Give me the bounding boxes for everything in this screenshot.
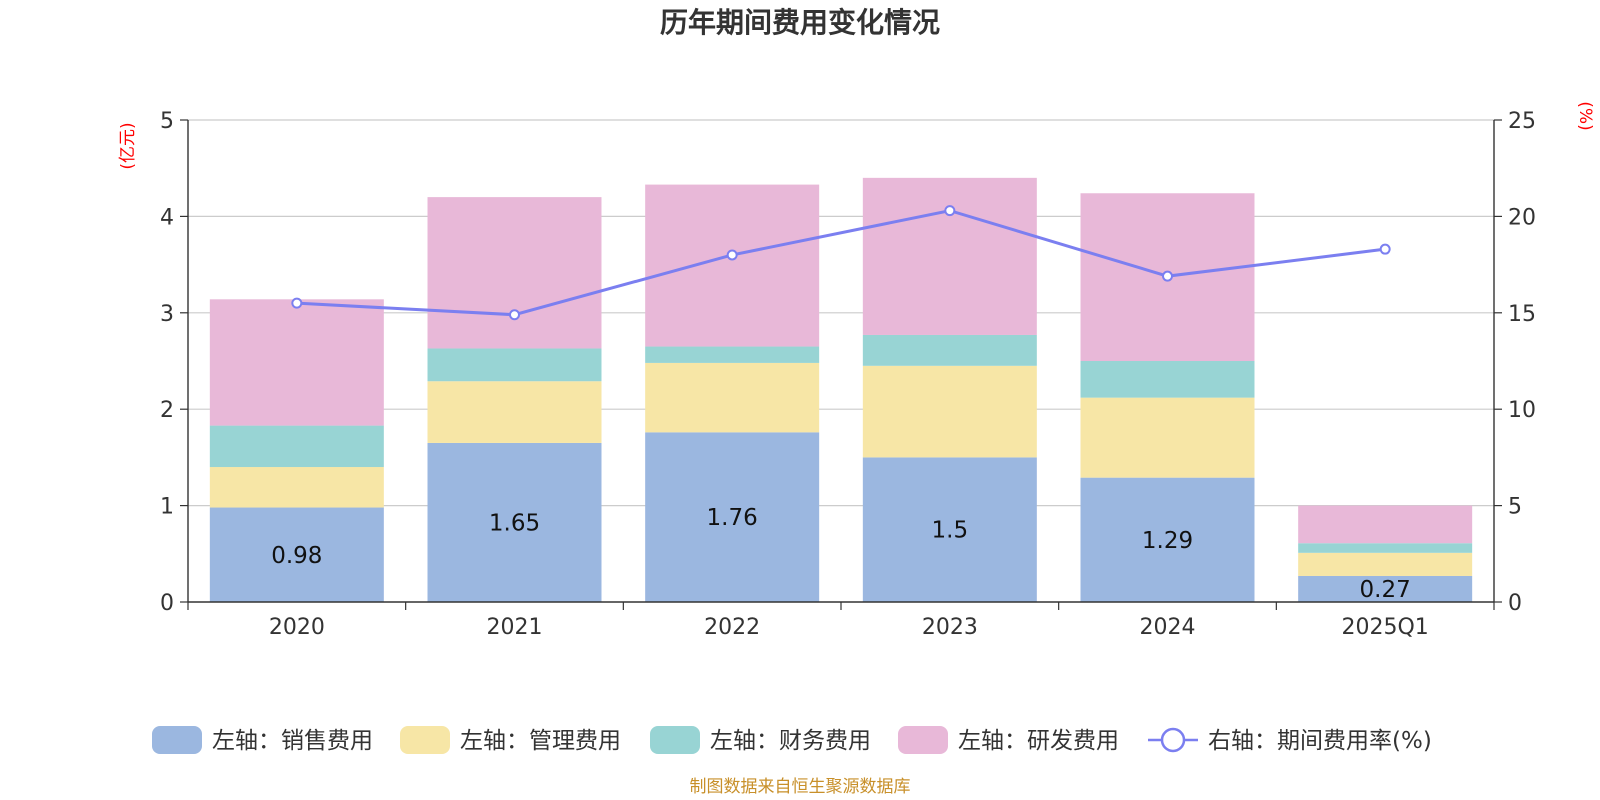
bar-segment — [209, 299, 384, 426]
legend-label: 左轴：研发费用 — [958, 728, 1119, 754]
right-axis-tick-label: 15 — [1508, 302, 1536, 327]
legend-swatch — [400, 726, 450, 754]
x-axis-tick-label: 2021 — [487, 615, 543, 640]
bar-segment — [645, 346, 820, 363]
legend-swatch — [152, 726, 202, 754]
grid-lines — [188, 119, 1494, 507]
bar-segment — [209, 467, 384, 508]
left-axis-tick-label: 0 — [160, 591, 174, 616]
bar-segment — [862, 334, 1037, 366]
legend-circle-marker — [1160, 727, 1186, 753]
data-label: 0.98 — [271, 543, 322, 569]
bar-segment — [427, 197, 602, 349]
legend-item[interactable]: 左轴：研发费用 — [898, 726, 1119, 754]
legend-item[interactable]: 右轴：期间费用率(%) — [1148, 727, 1432, 754]
left-axis-tick-label: 1 — [160, 495, 174, 520]
legend-item[interactable]: 左轴：销售费用 — [152, 726, 373, 754]
legend[interactable]: 左轴：销售费用 左轴：管理费用 左轴：财务费用 左轴：研发费用 右轴：期间费用率(%) — [152, 726, 1432, 754]
legend-label: 左轴：财务费用 — [710, 728, 871, 754]
x-axis-tick-label: 2020 — [269, 615, 325, 640]
bar-segment — [1080, 397, 1255, 478]
x-axis-tick-label: 2022 — [704, 615, 760, 640]
legend-item[interactable]: 左轴：财务费用 — [650, 726, 871, 754]
left-axis-tick-label: 2 — [160, 398, 174, 423]
bar-segment — [427, 442, 602, 602]
chart-title: 历年期间费用变化情况 — [660, 6, 940, 39]
data-label: 1.65 — [489, 510, 540, 536]
rate-point — [944, 205, 956, 217]
bar-segment — [862, 365, 1037, 458]
legend-label: 左轴：管理费用 — [460, 728, 621, 754]
rate-point — [291, 297, 303, 309]
right-axis-tick-label: 0 — [1508, 591, 1522, 616]
legend-swatch — [898, 726, 948, 754]
bar-segment — [862, 457, 1037, 602]
rate-point — [1379, 243, 1391, 255]
left-axis-tick-label: 3 — [160, 302, 174, 327]
x-axis-tick-label: 2025Q1 — [1342, 615, 1429, 640]
source-note: 制图数据来自恒生聚源数据库 — [690, 777, 911, 797]
bars — [209, 177, 1473, 602]
bar-segment — [1298, 552, 1473, 576]
legend-item[interactable]: 左轴：管理费用 — [400, 726, 621, 754]
bar-segment — [1298, 505, 1473, 544]
data-label: 1.29 — [1142, 528, 1193, 554]
rate-point — [1162, 270, 1173, 282]
bar-segment — [1298, 543, 1473, 553]
bar-segment — [1298, 575, 1473, 602]
bar-segment — [1080, 361, 1255, 398]
data-labels: 0.98 1.65 1.76 1.5 1.29 0.27 — [271, 505, 1411, 603]
legend-swatch — [650, 726, 700, 754]
data-label: 0.27 — [1360, 577, 1411, 603]
legend-label: 左轴：销售费用 — [212, 728, 373, 754]
bar-segment — [209, 507, 384, 602]
left-axis-tick-label: 5 — [160, 109, 174, 134]
rate-line-series — [291, 205, 1391, 321]
bar-segment — [645, 184, 820, 347]
axes: 0 1 2 3 4 5 0 5 10 15 20 25 2020 2021 2022 2023 2024 2025… — [160, 109, 1536, 640]
bar-segment — [1080, 477, 1255, 602]
rate-point — [509, 309, 520, 321]
left-axis-tick-label: 4 — [160, 205, 174, 230]
bar-segment — [427, 348, 602, 382]
right-axis-tick-label: 10 — [1508, 398, 1536, 423]
x-axis-tick-label: 2023 — [922, 615, 978, 640]
rate-point — [726, 249, 738, 261]
bar-segment — [209, 425, 384, 468]
rate-line — [296, 209, 1386, 317]
x-axis-tick-label: 2024 — [1140, 615, 1196, 640]
right-axis-tick-label: 25 — [1508, 109, 1536, 134]
bar-segment — [427, 381, 602, 443]
right-axis-unit: (%) — [1575, 101, 1595, 130]
left-axis-unit: (亿元) — [118, 122, 138, 169]
bar-segment — [862, 177, 1037, 335]
right-axis-tick-label: 5 — [1508, 495, 1522, 520]
data-label: 1.76 — [707, 505, 758, 531]
data-label: 1.5 — [932, 518, 969, 544]
right-axis-tick-label: 20 — [1508, 205, 1536, 230]
bar-segment — [645, 432, 820, 602]
bar-segment — [645, 362, 820, 433]
legend-label: 右轴：期间费用率(%) — [1208, 728, 1432, 754]
